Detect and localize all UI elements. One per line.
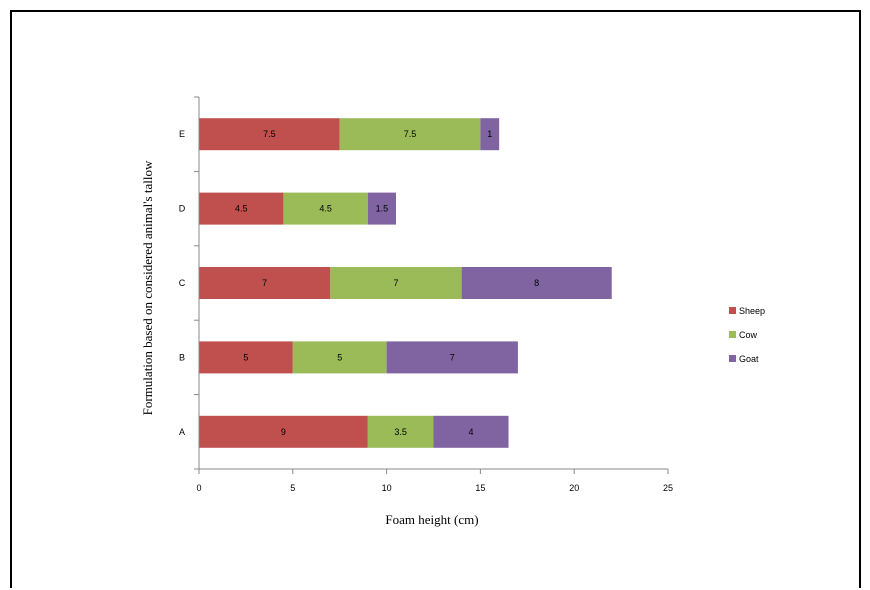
bar-b-cow xyxy=(292,341,387,374)
bar-b-goat xyxy=(386,341,518,374)
y-tick-label-d: D xyxy=(179,204,186,214)
bar-e-sheep xyxy=(199,118,340,151)
bar-c-cow xyxy=(330,267,462,299)
data-label-d-sheep: 4.5 xyxy=(235,204,248,214)
x-tick-label-0: 0 xyxy=(196,483,201,493)
data-label-a-goat: 4 xyxy=(469,427,474,437)
bar-d-goat xyxy=(367,192,396,225)
y-tick-label-a: A xyxy=(179,427,185,437)
data-label-e-cow: 7.5 xyxy=(404,129,417,139)
data-label-d-cow: 4.5 xyxy=(319,204,332,214)
legend-swatch-goat xyxy=(729,355,736,362)
data-label-a-cow: 3.5 xyxy=(394,427,407,437)
bar-c-goat xyxy=(461,267,612,299)
legend-label-sheep: Sheep xyxy=(739,306,765,316)
data-label-b-sheep: 5 xyxy=(243,352,248,362)
data-labels-layer: 9 3.5 4 5 5 7 7 7 8 4.5 4.5 1.5 7.5 7.5 1 xyxy=(235,129,539,437)
y-tick-label-b: B xyxy=(179,352,185,362)
x-tick-label-15: 15 xyxy=(475,483,485,493)
bar-a-cow xyxy=(367,415,434,448)
x-tick-label-20: 20 xyxy=(569,483,579,493)
y-tick-label-e: E xyxy=(179,129,185,139)
x-tick-label-25: 25 xyxy=(663,483,673,493)
legend-label-goat: Goat xyxy=(739,354,759,364)
bar-e-cow xyxy=(339,118,481,151)
bars-layer xyxy=(199,118,612,448)
legend-swatch-sheep xyxy=(729,307,736,314)
data-label-c-sheep: 7 xyxy=(262,278,267,288)
data-label-e-goat: 1 xyxy=(487,129,492,139)
bar-a-sheep xyxy=(199,415,368,448)
y-tick-label-c: C xyxy=(179,278,186,288)
data-label-d-goat: 1.5 xyxy=(376,204,389,214)
legend-swatch-cow xyxy=(729,331,736,338)
data-label-a-sheep: 9 xyxy=(281,427,286,437)
bar-b-sheep xyxy=(199,341,293,374)
data-label-b-cow: 5 xyxy=(337,352,342,362)
bar-a-goat xyxy=(433,415,509,448)
legend-label-cow: Cow xyxy=(739,330,758,340)
data-label-b-goat: 7 xyxy=(450,352,455,362)
bar-d-sheep xyxy=(199,192,284,225)
x-axis-title: Foam height (cm) xyxy=(385,512,478,527)
bar-e-goat xyxy=(480,118,500,151)
x-tick-label-5: 5 xyxy=(290,483,295,493)
legend: Sheep Cow Goat xyxy=(729,306,765,364)
y-axis-title: Formulation based on considered animal's… xyxy=(140,160,155,415)
bar-c-sheep xyxy=(199,267,331,299)
x-tick-label-10: 10 xyxy=(382,483,392,493)
data-label-c-goat: 8 xyxy=(534,278,539,288)
data-label-e-sheep: 7.5 xyxy=(263,129,276,139)
bar-d-cow xyxy=(283,192,368,225)
data-label-c-cow: 7 xyxy=(393,278,398,288)
